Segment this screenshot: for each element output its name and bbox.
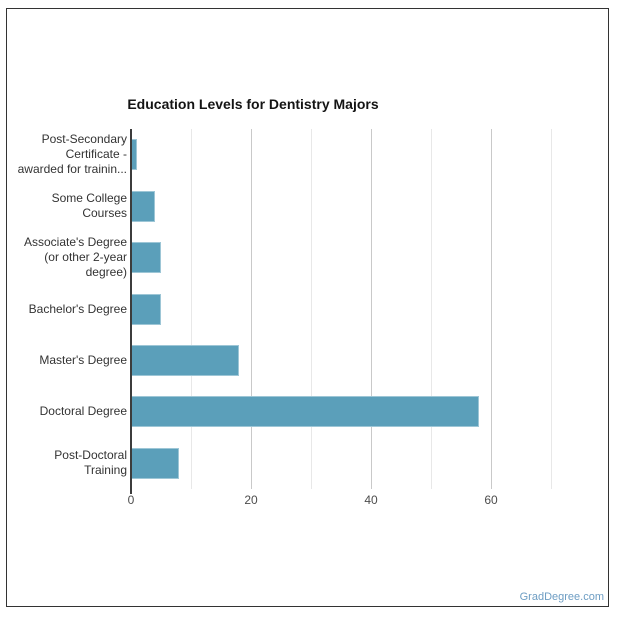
category-label: Post-Secondary Certificate - awarded for… [17, 132, 127, 176]
bar [131, 345, 239, 376]
category-label: Doctoral Degree [39, 404, 127, 418]
category-label: Some College Courses [51, 191, 127, 220]
bar [131, 191, 155, 222]
x-tick-label: 60 [484, 493, 498, 507]
bar [131, 294, 161, 325]
minor-gridline [191, 129, 192, 489]
y-axis-line [130, 129, 132, 494]
category-label: Associate's Degree (or other 2-year degr… [23, 235, 127, 279]
category-label: Post-Doctoral Training [54, 448, 127, 477]
plot-area [130, 129, 581, 494]
minor-gridline [551, 129, 552, 489]
minor-gridline [311, 129, 312, 489]
x-tick-label: 20 [244, 493, 258, 507]
major-gridline [491, 129, 492, 489]
chart-card: Education Levels for Dentistry Majors Po… [6, 8, 609, 607]
x-tick-label: 40 [364, 493, 378, 507]
bar [131, 396, 479, 427]
bar [131, 448, 179, 479]
major-gridline [251, 129, 252, 489]
chart-title: Education Levels for Dentistry Majors [127, 96, 379, 112]
credits-link[interactable]: GradDegree.com [519, 591, 604, 603]
category-label: Master's Degree [39, 353, 127, 367]
minor-gridline [431, 129, 432, 489]
category-label: Bachelor's Degree [28, 302, 127, 316]
x-tick-label: 0 [127, 493, 135, 507]
bar [131, 242, 161, 273]
major-gridline [371, 129, 372, 489]
